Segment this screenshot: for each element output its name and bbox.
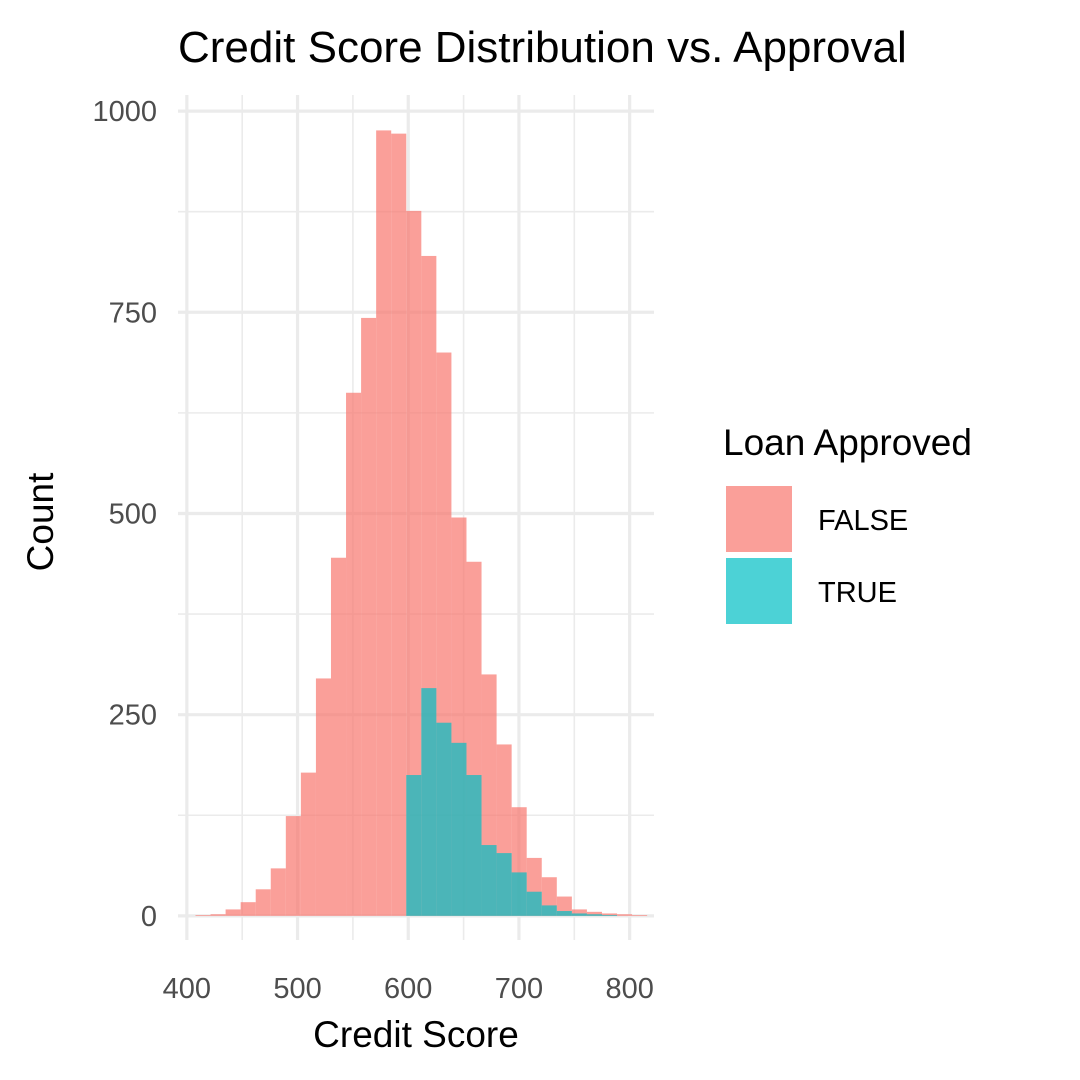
y-tick-label: 0 <box>141 901 157 933</box>
histogram-bar-true <box>601 915 618 916</box>
legend-swatch-true <box>726 558 792 624</box>
histogram-bar-false <box>330 557 347 916</box>
histogram-bar-true <box>526 891 542 916</box>
histogram-bar-false <box>406 210 422 916</box>
histogram-bar-false <box>225 909 241 916</box>
y-tick-label: 500 <box>109 498 157 530</box>
y-axis-ticks: 0 250 500 750 1000 <box>92 96 157 933</box>
histogram-bar-false <box>210 914 226 916</box>
histogram-bar-false <box>571 909 587 916</box>
y-axis-title: Count <box>20 472 61 571</box>
histogram-bar-false <box>617 914 633 916</box>
histogram-bar-true <box>451 742 467 916</box>
histogram-bar-false <box>346 392 362 916</box>
chart-title: Credit Score Distribution vs. Approval <box>178 23 907 72</box>
histogram-bar-false <box>376 130 392 916</box>
histogram-bar-true <box>511 872 527 916</box>
histogram-bar-true <box>466 775 482 916</box>
histogram-bar-false <box>315 678 331 916</box>
histogram-bar-false <box>391 133 407 916</box>
histogram-bar-true <box>406 775 422 916</box>
histogram-bar-false <box>255 889 271 916</box>
legend-label-false: FALSE <box>818 505 908 537</box>
x-tick-label: 400 <box>163 973 211 1005</box>
histogram-bar-false <box>632 915 648 916</box>
y-tick-label: 750 <box>109 297 157 329</box>
legend: Loan Approved FALSE TRUE <box>723 422 972 624</box>
series-true-bars <box>406 688 618 916</box>
histogram-bar-true <box>481 845 497 916</box>
histogram-bar-false <box>195 915 211 916</box>
histogram-bar-true <box>586 914 602 916</box>
legend-swatch-false <box>726 486 792 552</box>
y-tick-label: 1000 <box>92 96 157 128</box>
histogram-bar-true <box>421 688 437 916</box>
legend-label-true: TRUE <box>818 577 897 609</box>
histogram-bar-false <box>285 816 301 916</box>
histogram-bar-false <box>300 772 316 916</box>
histogram-bar-true <box>556 911 572 916</box>
x-axis-ticks: 400 500 600 700 800 <box>163 973 654 1005</box>
histogram-bar-true <box>541 905 557 916</box>
histogram-bar-true <box>436 722 452 916</box>
histogram-bar-false <box>270 868 286 916</box>
x-tick-label: 700 <box>495 973 543 1005</box>
histogram-bar-true <box>571 913 587 916</box>
x-axis-title: Credit Score <box>313 1014 519 1055</box>
histogram-bar-true <box>496 853 512 916</box>
legend-keys: FALSE TRUE <box>726 486 908 624</box>
y-tick-label: 250 <box>109 700 157 732</box>
histogram-bar-false <box>601 913 618 916</box>
x-tick-label: 600 <box>384 973 432 1005</box>
legend-title: Loan Approved <box>723 422 972 463</box>
histogram-bar-false <box>586 911 602 916</box>
x-tick-label: 800 <box>605 973 653 1005</box>
x-tick-label: 500 <box>273 973 321 1005</box>
histogram-bar-false <box>361 317 377 916</box>
histogram-bar-false <box>240 902 256 916</box>
